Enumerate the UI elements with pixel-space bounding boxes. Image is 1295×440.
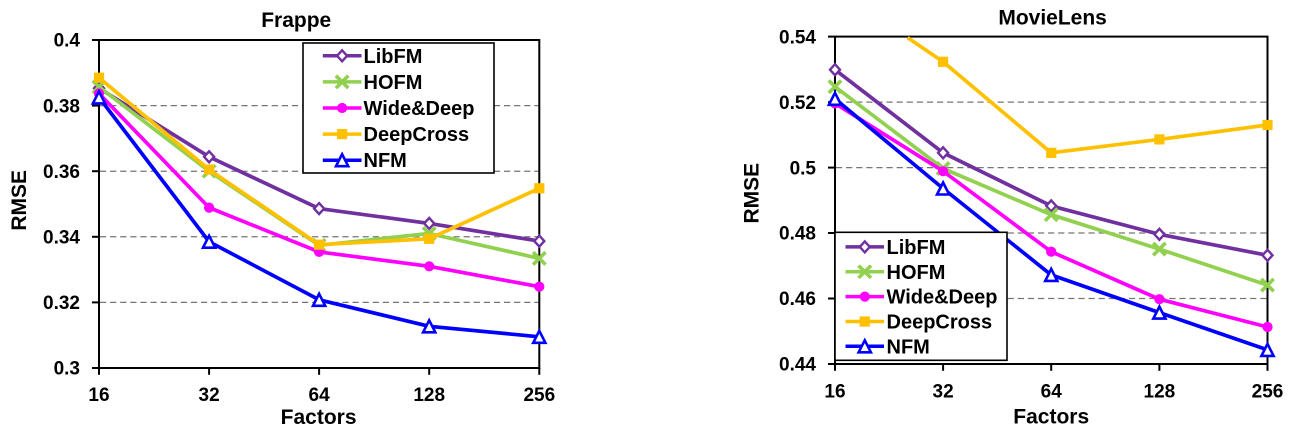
svg-text:0.44: 0.44 <box>779 355 816 376</box>
svg-text:Factors: Factors <box>281 406 357 429</box>
svg-text:NFM: NFM <box>364 150 407 172</box>
svg-text:HOFM: HOFM <box>887 262 946 284</box>
svg-text:0.4: 0.4 <box>54 31 81 52</box>
svg-text:128: 128 <box>1144 382 1176 403</box>
svg-text:0.5: 0.5 <box>790 158 817 179</box>
svg-text:64: 64 <box>309 385 331 406</box>
svg-text:256: 256 <box>523 385 555 406</box>
svg-text:LibFM: LibFM <box>887 237 946 259</box>
svg-text:NFM: NFM <box>887 336 930 358</box>
svg-text:RMSE: RMSE <box>8 170 31 231</box>
svg-text:256: 256 <box>1252 382 1284 403</box>
svg-text:128: 128 <box>413 385 445 406</box>
svg-text:0.48: 0.48 <box>779 224 816 245</box>
svg-text:0.3: 0.3 <box>54 359 80 380</box>
svg-text:64: 64 <box>1041 382 1063 403</box>
svg-text:Factors: Factors <box>1013 406 1089 429</box>
svg-text:DeepCross: DeepCross <box>887 312 993 334</box>
svg-text:HOFM: HOFM <box>364 72 423 94</box>
svg-text:0.34: 0.34 <box>43 228 80 249</box>
svg-text:16: 16 <box>88 385 109 406</box>
svg-text:LibFM: LibFM <box>364 46 423 68</box>
svg-text:MovieLens: MovieLens <box>998 6 1107 29</box>
svg-text:32: 32 <box>199 385 220 406</box>
svg-text:Frappe: Frappe <box>261 9 331 32</box>
svg-text:0.32: 0.32 <box>43 293 80 314</box>
svg-text:16: 16 <box>824 382 845 403</box>
svg-text:Wide&Deep: Wide&Deep <box>887 287 998 309</box>
svg-text:0.46: 0.46 <box>779 289 816 310</box>
svg-text:0.36: 0.36 <box>43 162 80 183</box>
svg-text:0.52: 0.52 <box>779 93 816 114</box>
svg-text:DeepCross: DeepCross <box>364 124 470 146</box>
svg-text:RMSE: RMSE <box>741 163 764 224</box>
svg-text:32: 32 <box>933 382 954 403</box>
svg-text:0.38: 0.38 <box>43 96 80 117</box>
svg-text:Wide&Deep: Wide&Deep <box>364 98 475 120</box>
svg-text:0.54: 0.54 <box>779 27 816 48</box>
